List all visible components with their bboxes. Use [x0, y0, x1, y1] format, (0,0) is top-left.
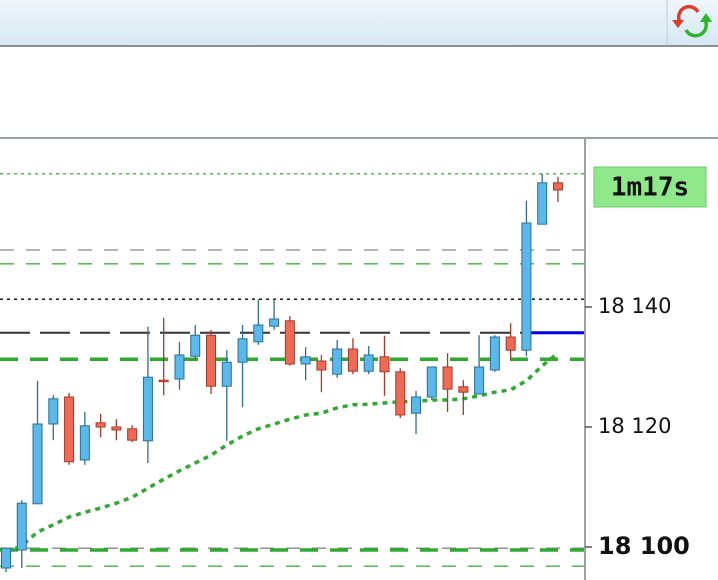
candle-body	[142, 376, 153, 442]
refresh-button[interactable]	[672, 5, 712, 38]
candle-body	[284, 320, 295, 365]
candle-body	[411, 396, 422, 414]
timer-label: 1m17s	[611, 173, 689, 203]
candle-body	[395, 371, 406, 416]
candle-body	[111, 426, 122, 431]
candle-body	[16, 502, 27, 551]
moving-average	[5, 351, 560, 554]
candle-body	[379, 356, 390, 373]
candle-body	[95, 422, 106, 428]
candle-body	[48, 398, 59, 425]
candle-body	[64, 396, 75, 463]
y-tick-label: 18 100	[598, 532, 690, 560]
candle-body	[269, 318, 280, 327]
candle-body	[127, 428, 138, 441]
candle-body	[521, 222, 532, 351]
refresh-arrowhead-green	[700, 13, 712, 22]
candle-body	[190, 334, 201, 357]
timer-box	[593, 166, 707, 208]
y-tick-label: 18 120	[598, 414, 671, 438]
candle-body	[1, 547, 11, 569]
candle-body	[32, 423, 43, 505]
candle-body	[300, 356, 311, 365]
candle-body	[316, 360, 327, 371]
candle-body	[174, 354, 185, 380]
candle-body	[158, 379, 169, 383]
candle-body	[253, 324, 264, 343]
candle-body	[552, 182, 563, 191]
candle-body	[505, 336, 516, 351]
candle-body	[474, 366, 485, 395]
candle-body	[442, 366, 453, 390]
candle-body	[332, 348, 343, 375]
refresh-arrowhead-red	[672, 20, 684, 28]
toolbar	[0, 0, 718, 46]
candle-body	[79, 425, 90, 461]
candle-body	[221, 361, 232, 387]
candle-body	[347, 348, 358, 372]
refresh-arrow-green	[684, 19, 708, 38]
candle-body	[426, 366, 437, 398]
candle-body	[206, 334, 217, 387]
candle-body	[237, 338, 248, 363]
candle-body	[458, 386, 469, 393]
candle-body	[537, 182, 548, 225]
refresh-arrow-red	[676, 5, 700, 23]
y-tick-label: 18 140	[598, 294, 671, 318]
candle-body	[363, 354, 374, 372]
candle-body	[489, 336, 500, 371]
